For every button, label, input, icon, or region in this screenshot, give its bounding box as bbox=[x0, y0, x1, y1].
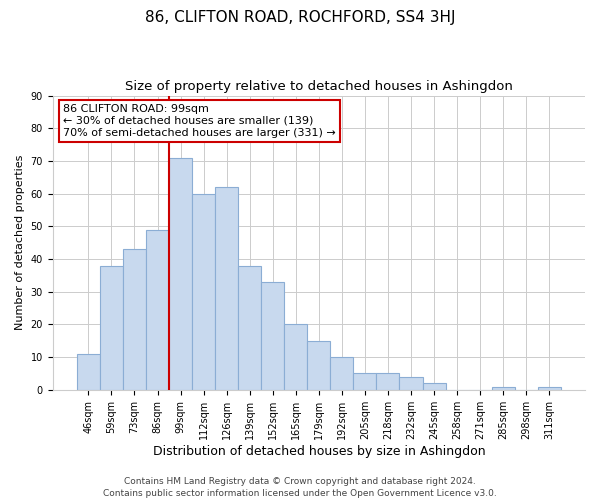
Bar bbox=[169, 158, 192, 390]
Bar bbox=[307, 341, 331, 390]
X-axis label: Distribution of detached houses by size in Ashingdon: Distribution of detached houses by size … bbox=[152, 444, 485, 458]
Bar bbox=[77, 354, 100, 390]
Bar bbox=[238, 266, 261, 390]
Bar bbox=[261, 282, 284, 390]
Bar bbox=[491, 386, 515, 390]
Bar bbox=[215, 187, 238, 390]
Bar bbox=[284, 324, 307, 390]
Bar bbox=[400, 377, 422, 390]
Bar bbox=[146, 230, 169, 390]
Bar bbox=[100, 266, 123, 390]
Text: Contains HM Land Registry data © Crown copyright and database right 2024.
Contai: Contains HM Land Registry data © Crown c… bbox=[103, 476, 497, 498]
Bar bbox=[376, 374, 400, 390]
Text: 86, CLIFTON ROAD, ROCHFORD, SS4 3HJ: 86, CLIFTON ROAD, ROCHFORD, SS4 3HJ bbox=[145, 10, 455, 25]
Text: 86 CLIFTON ROAD: 99sqm
← 30% of detached houses are smaller (139)
70% of semi-de: 86 CLIFTON ROAD: 99sqm ← 30% of detached… bbox=[63, 104, 336, 138]
Bar bbox=[123, 249, 146, 390]
Bar bbox=[331, 357, 353, 390]
Bar bbox=[192, 194, 215, 390]
Y-axis label: Number of detached properties: Number of detached properties bbox=[15, 155, 25, 330]
Bar bbox=[538, 386, 561, 390]
Bar bbox=[353, 374, 376, 390]
Bar bbox=[422, 384, 446, 390]
Title: Size of property relative to detached houses in Ashingdon: Size of property relative to detached ho… bbox=[125, 80, 513, 93]
